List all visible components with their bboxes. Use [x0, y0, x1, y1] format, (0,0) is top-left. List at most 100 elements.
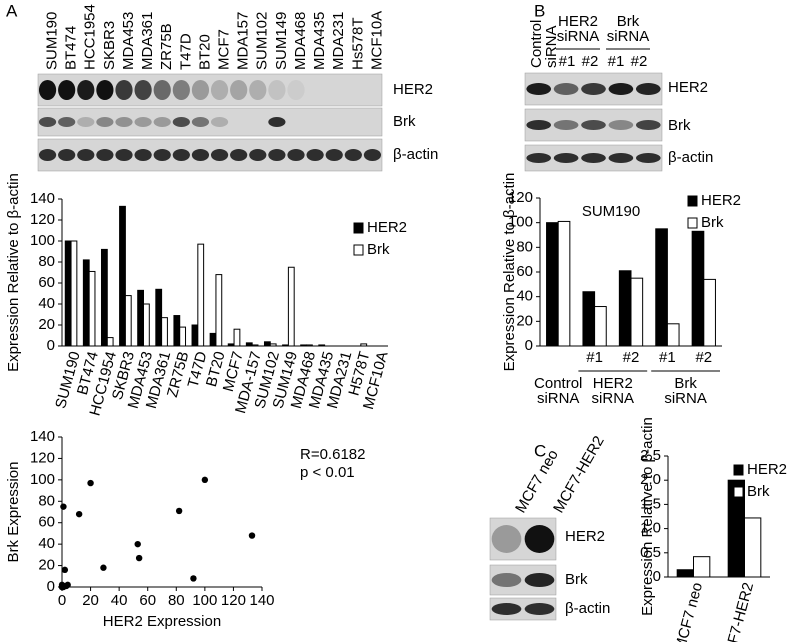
blot-band — [581, 120, 606, 130]
blot-band — [58, 149, 76, 161]
bar — [300, 344, 307, 347]
blot-band — [524, 525, 555, 553]
legend-label: Brk — [747, 483, 770, 500]
blot-band — [524, 603, 555, 615]
panel-letter: C — [534, 441, 546, 460]
lane-label: MDA361 — [139, 12, 156, 70]
scatter-point — [201, 476, 209, 484]
protein-label: Brk — [565, 571, 588, 588]
bar — [655, 228, 668, 347]
blot-band — [210, 117, 229, 127]
y-axis-label: Expression Relative to β-actin — [639, 417, 656, 616]
scatter-point — [61, 566, 69, 574]
bar — [70, 240, 78, 347]
bar — [703, 278, 716, 347]
blot-band — [153, 117, 171, 127]
scatter-point — [100, 564, 107, 571]
blot-band — [96, 117, 114, 127]
blot-band — [526, 153, 552, 163]
y-tick-label: 80 — [38, 253, 55, 270]
blot-band — [553, 83, 579, 95]
blot-band — [191, 80, 210, 100]
bar — [119, 205, 126, 347]
protein-label: β-actin — [668, 149, 713, 166]
bar — [227, 343, 235, 347]
blot-band — [635, 153, 661, 163]
bar — [173, 315, 181, 347]
blot-strip — [37, 138, 383, 172]
lane-label: MDA157 — [235, 12, 252, 70]
y-tick-label: 120 — [30, 211, 55, 228]
bar — [744, 517, 762, 578]
y-tick-label: 140 — [30, 428, 55, 445]
y-tick-label: 20 — [516, 312, 533, 329]
bar — [306, 344, 313, 347]
y-tick-label: 40 — [516, 288, 533, 305]
lane-label: MDA231 — [330, 12, 347, 70]
lane-label: MCF7-HER2 — [550, 433, 608, 516]
blot-band — [287, 149, 305, 161]
blot-band — [553, 153, 579, 163]
blot-band — [210, 80, 229, 100]
legend-swatch — [353, 244, 364, 256]
lane-label: ControlsiRNA — [528, 20, 560, 68]
lane-label: SKBR3 — [101, 21, 118, 70]
y-tick-label: 2.0 — [640, 471, 661, 488]
bar — [100, 248, 108, 347]
y-tick-label: 140 — [30, 190, 55, 207]
lane-label: SUM149 — [273, 12, 290, 70]
blot-band — [268, 80, 286, 100]
bar — [546, 222, 559, 347]
y-tick-label: 20 — [38, 557, 55, 574]
legend-label: Brk — [367, 241, 390, 258]
y-tick-label: 60 — [38, 274, 55, 291]
blot-band — [230, 80, 248, 100]
blot-band — [581, 153, 606, 163]
y-axis-label: Expression Relative to β-actin — [501, 173, 518, 372]
y-tick-label: 120 — [508, 189, 533, 206]
blot-band — [77, 117, 95, 127]
blot-band — [581, 83, 606, 95]
bar — [245, 342, 253, 347]
blot-band — [58, 80, 76, 100]
y-tick-label: 0 — [47, 578, 55, 595]
blot-band — [608, 120, 634, 130]
scatter-point — [175, 507, 183, 515]
bar — [630, 277, 644, 347]
legend-swatch — [687, 217, 698, 229]
x-tick-label: #1 — [659, 349, 676, 366]
lane-label: SUM190 — [44, 12, 61, 70]
protein-label: β-actin — [565, 600, 610, 617]
lane-label: MDA435 — [311, 12, 328, 70]
bar — [161, 317, 168, 347]
legend-swatch — [353, 222, 364, 234]
protein-label: HER2 — [668, 79, 708, 96]
y-tick-label: 100 — [30, 471, 55, 488]
y-tick-label: 0.5 — [640, 544, 661, 561]
x-tick-label: #2 — [695, 349, 712, 366]
blot-strip — [37, 73, 383, 107]
blot-band — [635, 120, 661, 130]
bar — [143, 303, 150, 347]
bar — [557, 220, 571, 347]
protein-label: Brk — [393, 113, 416, 130]
blot-band — [38, 80, 57, 100]
blot-strip — [37, 107, 383, 137]
lane-label: MDA453 — [120, 12, 137, 70]
bar — [251, 344, 259, 347]
blot-band — [134, 80, 152, 100]
x-tick-label: 40 — [111, 592, 128, 609]
blot-band — [526, 120, 552, 130]
blot-band — [491, 573, 522, 587]
legend-label: HER2 — [701, 192, 741, 209]
blot-band — [249, 80, 267, 100]
y-tick-label: 1.0 — [640, 520, 661, 537]
bar — [618, 270, 632, 347]
x-tick-label: #1 — [586, 349, 603, 366]
annotation: R=0.6182 — [300, 446, 365, 463]
y-tick-label: 0 — [525, 337, 533, 354]
bar — [287, 266, 295, 347]
group-label: HER2 siRNA — [557, 13, 600, 45]
x-tick-label: 140 — [249, 592, 274, 609]
bar — [106, 337, 114, 347]
